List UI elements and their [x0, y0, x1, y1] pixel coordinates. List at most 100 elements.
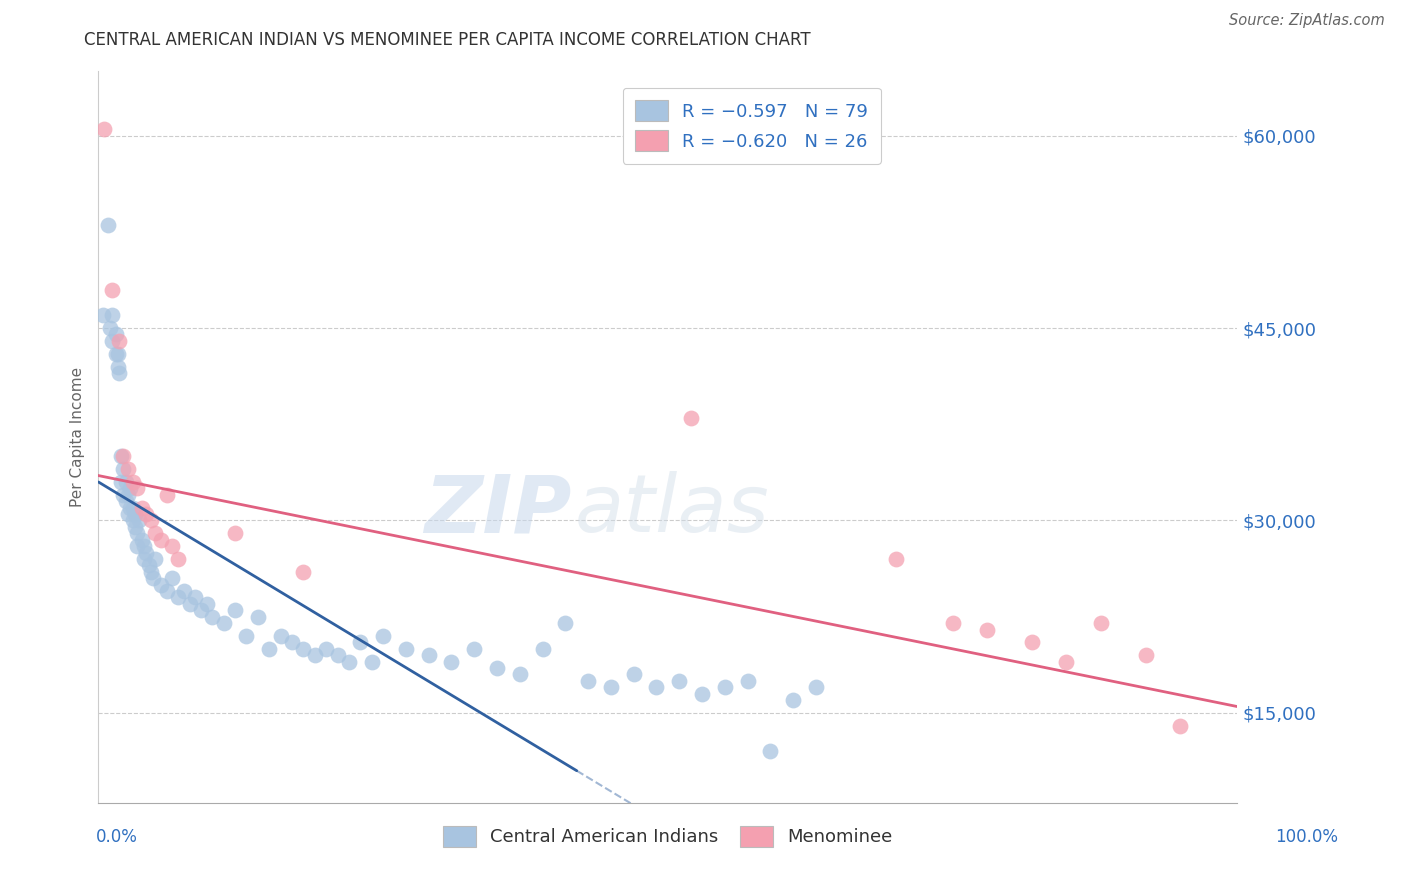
Point [167, 591, 190, 605]
Point [139, 565, 162, 579]
Point [679, 410, 702, 425]
Point [690, 687, 713, 701]
Point [96, 219, 118, 233]
Text: 100.0%: 100.0% [1275, 828, 1339, 846]
Point [259, 641, 281, 656]
Point [138, 558, 160, 573]
Point [759, 744, 782, 758]
Point [139, 514, 162, 528]
Text: CENTRAL AMERICAN INDIAN VS MENOMINEE PER CAPITA INCOME CORRELATION CHART: CENTRAL AMERICAN INDIAN VS MENOMINEE PER… [84, 31, 811, 49]
Point [304, 648, 326, 663]
Point [976, 623, 998, 637]
Point [162, 539, 184, 553]
Point [162, 571, 184, 585]
Point [101, 308, 124, 322]
Text: Source: ZipAtlas.com: Source: ZipAtlas.com [1229, 13, 1385, 29]
Point [224, 603, 246, 617]
Point [190, 603, 212, 617]
Point [150, 577, 173, 591]
Point [107, 359, 129, 374]
Point [101, 334, 124, 348]
Point [132, 552, 155, 566]
Point [127, 526, 149, 541]
Point [270, 629, 292, 643]
Point [486, 661, 509, 675]
Point [150, 533, 173, 547]
Point [107, 346, 129, 360]
Point [121, 500, 143, 515]
Point [124, 507, 146, 521]
Point [104, 346, 127, 360]
Point [114, 494, 136, 508]
Point [942, 616, 965, 631]
Point [1021, 635, 1043, 649]
Point [884, 552, 907, 566]
Point [440, 655, 463, 669]
Point [531, 641, 554, 656]
Point [110, 450, 132, 464]
Point [121, 514, 143, 528]
Point [156, 488, 179, 502]
Point [131, 533, 153, 547]
Point [93, 122, 115, 136]
Point [337, 655, 360, 669]
Point [201, 609, 224, 624]
Point [623, 667, 645, 681]
Point [117, 462, 139, 476]
Point [98, 321, 121, 335]
Point [127, 539, 149, 553]
Point [108, 366, 131, 380]
Point [120, 500, 142, 515]
Point [360, 655, 382, 669]
Point [112, 450, 135, 464]
Point [349, 635, 371, 649]
Point [645, 681, 668, 695]
Point [1135, 648, 1157, 663]
Y-axis label: Per Capita Income: Per Capita Income [70, 367, 86, 508]
Point [91, 308, 114, 322]
Point [371, 629, 394, 643]
Point [132, 539, 155, 553]
Point [195, 597, 218, 611]
Text: 0.0%: 0.0% [96, 828, 138, 846]
Point [235, 629, 257, 643]
Point [418, 648, 440, 663]
Point [145, 552, 167, 566]
Point [156, 584, 179, 599]
Point [112, 488, 135, 502]
Point [167, 552, 190, 566]
Text: ZIP: ZIP [423, 471, 571, 549]
Point [117, 507, 139, 521]
Point [668, 673, 690, 688]
Point [135, 507, 157, 521]
Legend: Central American Indians, Menominee: Central American Indians, Menominee [434, 817, 901, 856]
Text: atlas: atlas [575, 471, 769, 549]
Point [108, 334, 131, 348]
Point [224, 526, 246, 541]
Point [737, 673, 759, 688]
Point [1054, 655, 1078, 669]
Point [179, 597, 201, 611]
Point [804, 681, 827, 695]
Point [112, 462, 135, 476]
Point [110, 475, 132, 489]
Point [281, 635, 304, 649]
Point [128, 514, 150, 528]
Point [120, 482, 142, 496]
Point [292, 641, 315, 656]
Point [554, 616, 576, 631]
Point [292, 565, 315, 579]
Point [135, 545, 157, 559]
Point [714, 681, 737, 695]
Point [117, 488, 139, 502]
Point [127, 482, 149, 496]
Point [463, 641, 485, 656]
Point [326, 648, 349, 663]
Point [395, 641, 418, 656]
Point [315, 641, 337, 656]
Point [131, 500, 153, 515]
Point [114, 475, 136, 489]
Point [145, 526, 167, 541]
Point [509, 667, 531, 681]
Point [212, 616, 235, 631]
